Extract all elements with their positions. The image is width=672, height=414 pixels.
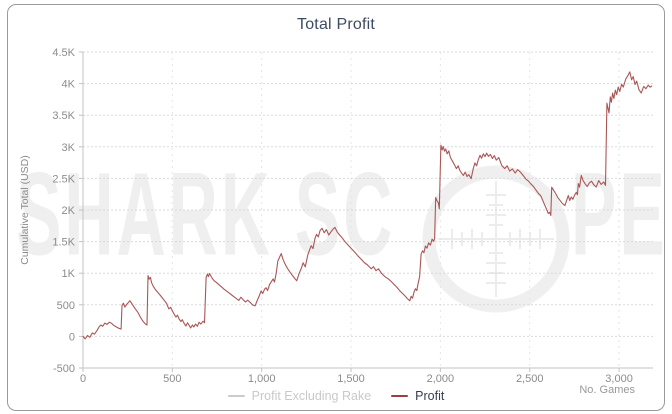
- watermark-text-right: PE: [571, 149, 665, 281]
- x-axis-title: No. Games: [579, 384, 635, 396]
- x-tick-label: 500: [163, 373, 181, 385]
- y-tick-label: 4.5K: [52, 47, 75, 59]
- x-tick-label: 1,000: [248, 373, 276, 385]
- y-tick-label: 2.5K: [52, 173, 75, 185]
- legend-label: Profit Excluding Rake: [251, 389, 372, 403]
- profit-chart-plot: 0 500 1,000 1,500 2,000 2,500 3,000 -500 0 500 1K 1…: [52, 47, 653, 385]
- legend-item-profit[interactable]: Profit: [391, 389, 444, 403]
- y-tick-label: 1.5K: [52, 237, 75, 249]
- chart-title: Total Profit: [297, 16, 375, 33]
- y-tick-label: 3K: [62, 142, 76, 154]
- legend-label: Profit: [415, 389, 445, 403]
- x-tick-label: 2,000: [427, 373, 455, 385]
- y-tick-label: 0: [69, 331, 75, 343]
- x-tick-label: 2,500: [516, 373, 544, 385]
- y-tick-label: 2K: [62, 205, 76, 217]
- watermark-text-left: SHARK SC: [16, 149, 396, 281]
- x-tick-label: 0: [80, 373, 86, 385]
- y-tick-label: -500: [53, 363, 75, 375]
- x-tick-label: 3,000: [605, 373, 633, 385]
- y-tick-label: 3.5K: [52, 110, 75, 122]
- y-tick-label: 1K: [62, 268, 76, 280]
- legend-line-icon: [227, 395, 245, 397]
- legend-item-profit-excluding-rake[interactable]: Profit Excluding Rake: [227, 389, 372, 403]
- legend-line-icon: [391, 395, 409, 397]
- y-tick-label: 500: [57, 300, 75, 312]
- profit-line: [82, 71, 653, 340]
- x-tick-label: 1,500: [337, 373, 365, 385]
- y-tick-label: 4K: [62, 79, 76, 91]
- chart-card: Total Profit SHARK SC PE 0 500 1,000 1,500 2…: [7, 4, 665, 411]
- y-axis-title: Cumulative Total (USD): [19, 155, 31, 265]
- sharkscope-watermark: SHARK SC PE: [8, 5, 665, 410]
- chart-legend: Profit Excluding Rake Profit: [8, 389, 664, 403]
